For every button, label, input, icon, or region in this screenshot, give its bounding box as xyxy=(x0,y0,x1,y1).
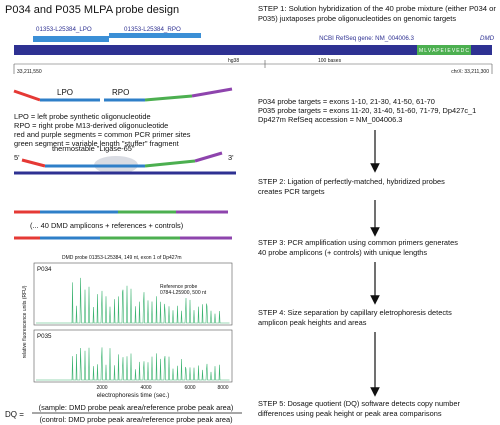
peaks xyxy=(36,277,230,381)
five-prime: 5' xyxy=(14,153,20,162)
coord-left: 33,211,550 xyxy=(17,69,42,75)
amplicon-note: (... 40 DMD amplicons + references + con… xyxy=(30,221,183,230)
legend-line: RPO = right probe M13-derived oligonucle… xyxy=(14,121,168,130)
step-text: P035) juxtaposes probe oligonucleotides … xyxy=(258,14,456,23)
x-tick: 2000 xyxy=(96,385,107,391)
x-tick: 8000 xyxy=(217,385,228,391)
ref-label: 0784-L25900, 500 nt xyxy=(160,290,207,296)
rpo: RPO xyxy=(112,88,129,97)
rpo-bar xyxy=(109,33,201,38)
dq-label: DQ = xyxy=(5,410,24,419)
trace xyxy=(36,347,230,381)
ligase-label: thermostable "Ligase-65" xyxy=(52,144,135,153)
step-text: STEP 2: Ligation of perfectly-matched, h… xyxy=(258,177,445,186)
x-tick: 6000 xyxy=(184,385,195,391)
coord-right: chrX: 33,211,300 xyxy=(451,69,489,75)
genome-bar xyxy=(14,45,492,55)
panel-label: P035 xyxy=(37,333,52,340)
dq-numerator: (sample: DMD probe peak area/reference p… xyxy=(39,403,234,412)
title: P034 and P035 MLPA probe design xyxy=(5,4,179,16)
step-text: STEP 1: Solution hybridization of the 40… xyxy=(258,4,497,13)
scale: 100 bases xyxy=(318,58,342,64)
step-text: differences using peak height or peak ar… xyxy=(258,409,442,418)
legend-line: red and purple segments = common PCR pri… xyxy=(14,130,191,139)
ruler xyxy=(13,60,493,74)
lpo-bar xyxy=(33,36,109,42)
x-tick: 4000 xyxy=(140,385,151,391)
step-text: creates PCR targets xyxy=(258,187,325,196)
refseq-label: NCBI RefSeq gene: NM_004006.3 xyxy=(319,35,414,42)
exon-box xyxy=(417,45,471,55)
lpo: LPO xyxy=(57,88,73,97)
exon-sequence: M L V A P E I E V E D C xyxy=(419,48,469,54)
target-line: P034 probe targets = exons 1-10, 21-30, … xyxy=(258,97,435,106)
step-text: STEP 4: Size separation by capillary ele… xyxy=(258,308,452,317)
three-prime: 3' xyxy=(228,153,234,162)
step-text: STEP 3: PCR amplification using common p… xyxy=(258,238,458,247)
panel-label: P034 xyxy=(37,266,52,273)
amplicons xyxy=(14,210,232,240)
ep-header: DMD probe 01353-L25384, 149 nt, exon 1 o… xyxy=(62,255,182,261)
target-line: P035 probe targets = exons 11-20, 31-40,… xyxy=(258,106,476,115)
lpo-label: 01353-L25384_LPO xyxy=(36,26,92,33)
step-text: amplicon peak heights and areas xyxy=(258,318,367,327)
rpo-label: 01353-L25384_RPO xyxy=(124,26,181,33)
trace xyxy=(36,277,230,324)
gene-label: DMD xyxy=(480,35,495,42)
assembly: hg38 xyxy=(228,58,239,64)
ref-label: Reference probe xyxy=(160,284,197,290)
step-text: STEP 5: Dosage quotient (DQ) software de… xyxy=(258,399,461,408)
target-line: Dp427m RefSeq accession = NM_004006.3 xyxy=(258,115,402,124)
legend-line: LPO = left probe synthetic oligonucleoti… xyxy=(14,112,151,121)
dq-denominator: (control: DMD probe peak area/reference … xyxy=(39,415,232,424)
ligated-probe xyxy=(14,151,236,175)
probe-pair xyxy=(13,87,233,102)
step-text: 40 probe amplicons (+ controls) with uni… xyxy=(258,248,427,257)
y-label: relative fluorescence units (RFU) xyxy=(22,285,28,358)
legend-line: green segment = variable length "stuffer… xyxy=(14,139,179,148)
x-label: electrophoresis time (sec.) xyxy=(97,392,170,399)
